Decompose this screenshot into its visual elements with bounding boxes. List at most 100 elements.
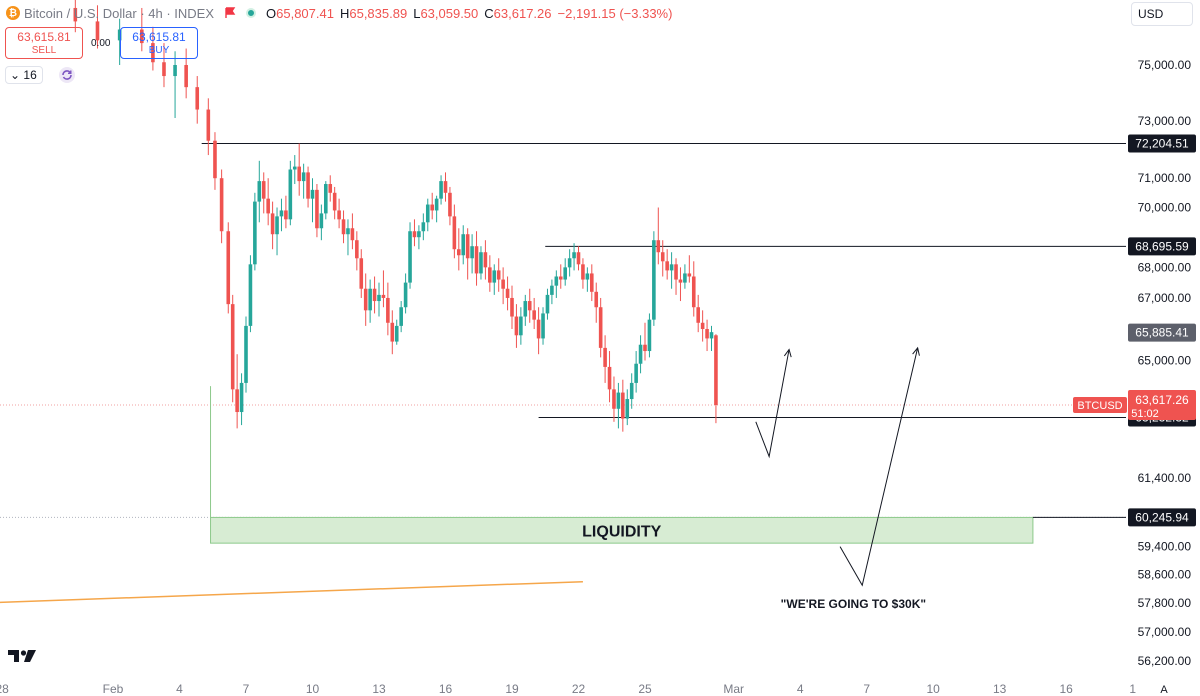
candle-body — [301, 172, 306, 182]
currency-selector[interactable]: USD — [1131, 2, 1193, 26]
candle-body — [448, 192, 452, 217]
x-tick-label: 7 — [243, 682, 250, 696]
low-label: L — [413, 5, 421, 21]
candle-body — [554, 276, 559, 286]
sell-price: 63,615.81 — [17, 30, 71, 44]
candle-body — [306, 172, 310, 199]
candle-body — [457, 249, 461, 256]
candle-body — [184, 65, 188, 88]
y-tick-label: 73,000.00 — [1138, 114, 1192, 128]
candle-body — [355, 240, 359, 259]
candle-body — [270, 213, 275, 235]
candle-body — [332, 192, 337, 211]
y-tick-label: 75,000.00 — [1138, 58, 1192, 72]
candle-body — [417, 231, 421, 238]
candle-body — [162, 62, 166, 77]
candle-body — [687, 273, 692, 277]
candle-body — [519, 316, 523, 336]
candle-body — [683, 273, 687, 283]
candle-body — [558, 276, 563, 280]
candle-body — [386, 297, 390, 323]
candle-body — [292, 166, 297, 170]
candle-body — [709, 332, 714, 339]
candle-body — [665, 261, 669, 271]
candle-body — [235, 389, 239, 413]
x-tick-label: 22 — [572, 682, 586, 696]
y-tick-label: 57,000.00 — [1138, 625, 1192, 639]
x-tick-label: 4 — [797, 682, 804, 696]
candle-body — [439, 181, 443, 199]
y-tick-label: 68,000.00 — [1138, 260, 1192, 274]
buy-price: 63,615.81 — [132, 30, 186, 44]
x-tick-label: 25 — [638, 682, 652, 696]
candle-body — [545, 294, 550, 314]
sell-label: SELL — [31, 45, 57, 56]
x-tick-label: 16 — [439, 682, 453, 696]
candle-body — [279, 210, 284, 217]
candle-body — [527, 301, 532, 311]
y-tick-label: 65,000.00 — [1138, 354, 1192, 368]
candle-body — [700, 322, 705, 330]
candle-body — [310, 189, 315, 199]
candle-body — [461, 234, 466, 256]
arrow-head-icon — [912, 346, 920, 356]
x-tick-label: 4 — [176, 682, 183, 696]
x-tick-label: 1 — [1129, 682, 1136, 696]
candle-body — [576, 252, 581, 265]
candle-body — [660, 252, 665, 262]
projection-line — [839, 347, 919, 587]
candle-body — [117, 29, 122, 41]
candle-body — [399, 307, 403, 326]
candle-body — [616, 392, 621, 409]
candle-body — [284, 210, 288, 220]
y-tick-label: 61,400.00 — [1138, 471, 1192, 485]
candle-body — [337, 210, 341, 220]
candle-body — [634, 363, 638, 383]
sell-button[interactable]: 63,615.81 SELL — [5, 27, 83, 59]
interval-value: 16 — [23, 68, 37, 82]
candle-body — [421, 222, 426, 232]
candle-body — [563, 267, 567, 280]
auto-scale-button[interactable]: A — [1160, 684, 1168, 696]
candle-body — [643, 344, 647, 352]
candle-body — [151, 43, 155, 63]
candle-body — [443, 181, 448, 193]
flag-icon[interactable] — [224, 7, 236, 19]
candle-body — [95, 21, 100, 41]
y-tick-label: 71,000.00 — [1138, 171, 1192, 185]
x-tick-label: 10 — [306, 682, 320, 696]
candle-body — [625, 399, 630, 419]
candle-body — [585, 273, 590, 280]
x-tick-label: 19 — [505, 682, 519, 696]
symbol-title[interactable]: Bitcoin / U.S. Dollar · 4h · INDEX — [24, 5, 214, 21]
buy-button[interactable]: 63,615.81 BUY — [120, 27, 198, 59]
candle-body — [359, 258, 364, 289]
change-value: −2,191.15 (−3.33%) — [557, 5, 673, 21]
candle-body — [638, 344, 643, 364]
x-tick-label: Mar — [723, 682, 744, 696]
refresh-icon[interactable] — [58, 66, 76, 84]
candle-body — [213, 140, 217, 179]
candle-body — [510, 297, 514, 317]
projection-line — [755, 349, 790, 459]
candle-body — [319, 213, 324, 229]
candle-body — [674, 264, 678, 280]
tradingview-logo[interactable] — [8, 648, 38, 664]
candle-body — [261, 181, 266, 199]
candle-body — [581, 264, 585, 280]
candle-body — [412, 231, 417, 238]
candle-body — [341, 219, 346, 235]
interval-selector[interactable]: ⌄ 16 — [5, 66, 43, 84]
arrow-head-icon — [783, 348, 792, 358]
x-tick-label: Feb — [103, 682, 124, 696]
last-price-value: 63,617.26 — [1135, 393, 1189, 407]
candle-body — [678, 279, 683, 283]
candle-body — [647, 319, 652, 352]
candle-body — [590, 273, 594, 292]
candle-body — [514, 316, 519, 336]
price-tag-65885: 65,885.41 — [1135, 326, 1189, 340]
candle-body — [244, 325, 248, 383]
y-tick-label: 59,400.00 — [1138, 540, 1192, 554]
currency-value: USD — [1138, 7, 1164, 21]
